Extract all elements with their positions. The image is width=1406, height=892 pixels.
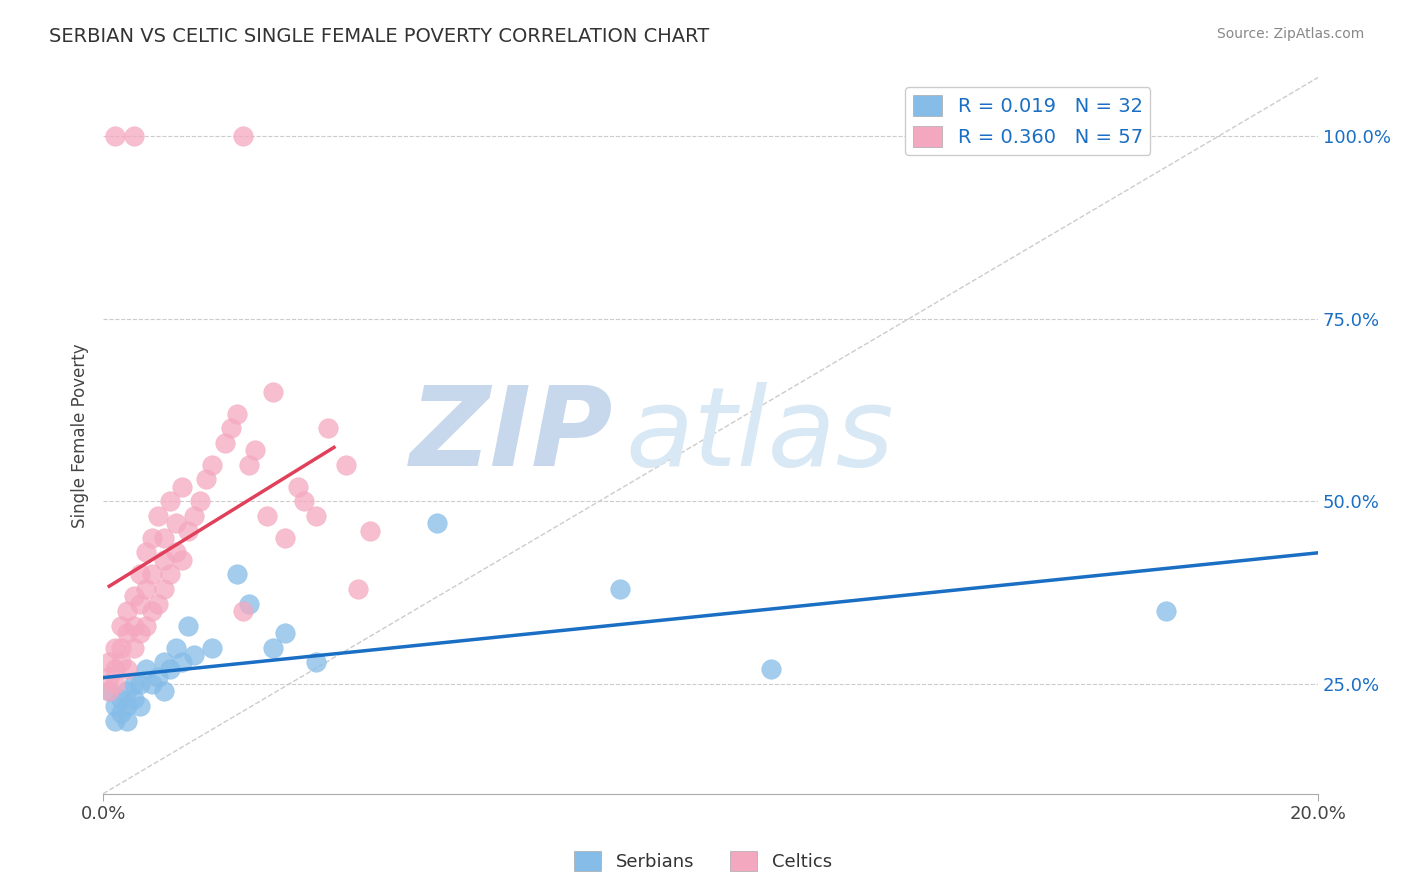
- Point: [146, 597, 169, 611]
- Point: [188, 494, 211, 508]
- Point: [110, 706, 132, 721]
- Point: [110, 640, 132, 655]
- Point: [117, 626, 139, 640]
- Point: [761, 662, 783, 676]
- Point: [201, 640, 224, 655]
- Point: [305, 508, 328, 523]
- Point: [359, 524, 381, 538]
- Point: [146, 670, 169, 684]
- Point: [98, 670, 121, 684]
- Point: [110, 691, 132, 706]
- Point: [104, 677, 127, 691]
- Point: [104, 640, 127, 655]
- Point: [243, 443, 266, 458]
- Point: [172, 480, 194, 494]
- Point: [153, 684, 176, 698]
- Point: [172, 553, 194, 567]
- Point: [128, 698, 150, 713]
- Point: [104, 714, 127, 728]
- Point: [122, 618, 145, 632]
- Point: [219, 421, 242, 435]
- Point: [128, 626, 150, 640]
- Point: [153, 553, 176, 567]
- Point: [141, 531, 163, 545]
- Legend: R = 0.019   N = 32, R = 0.360   N = 57: R = 0.019 N = 32, R = 0.360 N = 57: [905, 87, 1150, 155]
- Point: [117, 604, 139, 618]
- Point: [177, 524, 200, 538]
- Point: [104, 662, 127, 676]
- Point: [195, 472, 218, 486]
- Point: [110, 618, 132, 632]
- Point: [146, 508, 169, 523]
- Point: [347, 582, 370, 596]
- Point: [153, 582, 176, 596]
- Point: [214, 435, 236, 450]
- Point: [141, 604, 163, 618]
- Point: [287, 480, 309, 494]
- Point: [335, 458, 357, 472]
- Point: [104, 698, 127, 713]
- Point: [225, 567, 247, 582]
- Point: [183, 508, 205, 523]
- Y-axis label: Single Female Poverty: Single Female Poverty: [72, 343, 89, 528]
- Point: [159, 662, 181, 676]
- Point: [122, 590, 145, 604]
- Point: [117, 662, 139, 676]
- Point: [98, 655, 121, 669]
- Point: [274, 531, 297, 545]
- Point: [232, 604, 254, 618]
- Point: [172, 655, 194, 669]
- Point: [225, 407, 247, 421]
- Point: [238, 597, 260, 611]
- Point: [292, 494, 315, 508]
- Point: [122, 128, 145, 143]
- Point: [98, 684, 121, 698]
- Point: [117, 684, 139, 698]
- Point: [1154, 604, 1177, 618]
- Point: [262, 384, 284, 399]
- Point: [201, 458, 224, 472]
- Point: [135, 662, 157, 676]
- Point: [122, 691, 145, 706]
- Point: [165, 516, 187, 531]
- Point: [141, 567, 163, 582]
- Point: [135, 545, 157, 559]
- Point: [153, 531, 176, 545]
- Point: [262, 640, 284, 655]
- Point: [274, 626, 297, 640]
- Point: [316, 421, 339, 435]
- Point: [135, 618, 157, 632]
- Point: [165, 640, 187, 655]
- Point: [135, 582, 157, 596]
- Point: [238, 458, 260, 472]
- Point: [232, 128, 254, 143]
- Point: [159, 567, 181, 582]
- Legend: Serbians, Celtics: Serbians, Celtics: [567, 844, 839, 879]
- Point: [98, 684, 121, 698]
- Point: [141, 677, 163, 691]
- Point: [177, 618, 200, 632]
- Point: [104, 128, 127, 143]
- Point: [256, 508, 278, 523]
- Point: [122, 640, 145, 655]
- Point: [128, 597, 150, 611]
- Point: [159, 494, 181, 508]
- Text: ZIP: ZIP: [411, 382, 613, 489]
- Point: [305, 655, 328, 669]
- Text: Source: ZipAtlas.com: Source: ZipAtlas.com: [1216, 27, 1364, 41]
- Point: [153, 655, 176, 669]
- Point: [183, 648, 205, 662]
- Point: [128, 677, 150, 691]
- Point: [110, 655, 132, 669]
- Text: atlas: atlas: [626, 382, 894, 489]
- Text: SERBIAN VS CELTIC SINGLE FEMALE POVERTY CORRELATION CHART: SERBIAN VS CELTIC SINGLE FEMALE POVERTY …: [49, 27, 710, 45]
- Point: [128, 567, 150, 582]
- Point: [165, 545, 187, 559]
- Point: [117, 698, 139, 713]
- Point: [117, 714, 139, 728]
- Point: [609, 582, 631, 596]
- Point: [426, 516, 449, 531]
- Point: [122, 677, 145, 691]
